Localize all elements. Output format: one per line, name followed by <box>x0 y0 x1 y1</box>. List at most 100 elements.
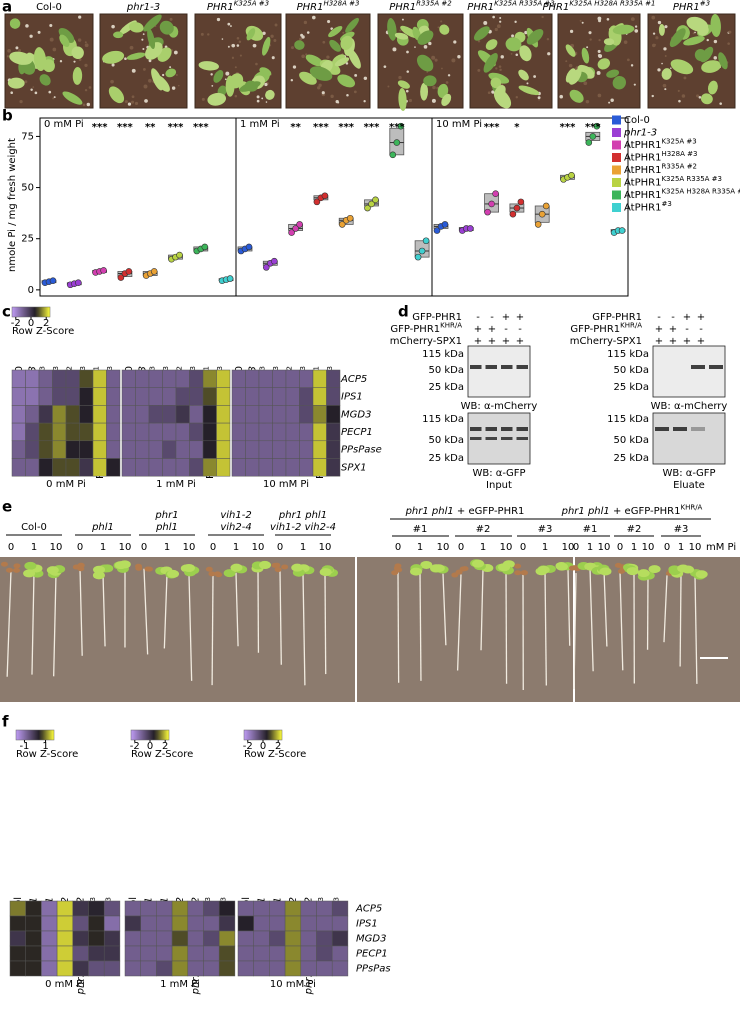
rosette-leaf <box>718 52 728 70</box>
soil-grain <box>406 50 409 54</box>
soil-grain <box>437 26 440 29</box>
key-tick-label: -2 <box>130 741 140 752</box>
heatmap-cell <box>216 387 231 406</box>
dose-label: 10 <box>183 542 196 553</box>
legend-label-sup: H328A #3 <box>661 150 697 158</box>
kda-label: 25 kDa <box>613 453 649 464</box>
soil-grain <box>131 68 136 73</box>
rosette-leaf <box>670 59 694 75</box>
heatmap-cell <box>218 900 236 917</box>
soil-grain <box>661 62 663 65</box>
legend-swatch <box>612 140 621 150</box>
y-tick-label: 0 <box>28 285 34 296</box>
heatmap-cell <box>237 960 254 977</box>
soil-grain <box>398 75 402 80</box>
rosette-leaf <box>309 66 333 81</box>
seedling-leaf <box>432 564 445 573</box>
soil-grain <box>569 29 574 33</box>
legend-label: AtPHR1#3 <box>624 200 672 214</box>
heatmap-cell <box>202 369 217 388</box>
soil-grain <box>84 43 89 48</box>
soil-grain <box>589 38 592 41</box>
rosette-leaf <box>340 35 353 50</box>
heatmap-cell <box>103 900 121 917</box>
significance: *** <box>117 122 133 133</box>
soil-grain <box>322 40 326 44</box>
root <box>79 568 83 656</box>
soil-grain <box>597 49 601 53</box>
seedling-leaf <box>24 561 37 570</box>
blot-band <box>673 427 687 431</box>
soil-grain <box>231 43 236 48</box>
heatmap-cell <box>9 915 26 932</box>
rosette-leaf <box>328 25 343 38</box>
soil-grain <box>236 44 240 47</box>
soil-grain <box>597 54 601 57</box>
root <box>573 573 577 690</box>
kda-label: 50 kDa <box>428 435 464 446</box>
heatmap-cell <box>162 422 177 442</box>
soil-grain <box>664 88 667 91</box>
dose-label: 1 <box>678 542 684 553</box>
data-point <box>585 139 593 146</box>
heatmap-cell <box>245 458 260 477</box>
rosette-leaf <box>102 50 125 64</box>
legend-swatch <box>612 153 621 162</box>
rosette-leaf <box>294 40 305 50</box>
heatmap-cell <box>25 915 42 932</box>
heatmap-cell <box>285 440 300 459</box>
soil-grain <box>541 15 544 19</box>
soil-grain <box>494 27 498 32</box>
heatmap-cell <box>88 945 105 962</box>
heatmap-cell <box>272 387 287 406</box>
soil-grain <box>48 90 52 94</box>
heatmap-cell <box>258 387 273 406</box>
data-point <box>368 200 375 208</box>
heatmap-cell <box>284 930 302 947</box>
heatmap-cell <box>25 900 42 917</box>
heatmap-cell <box>121 387 136 406</box>
seedling-leaf <box>13 563 21 569</box>
soil-grain <box>19 99 23 104</box>
soil-grain <box>201 97 205 101</box>
data-point <box>226 275 234 282</box>
rosette-leaf <box>701 60 722 73</box>
blot-sign: + <box>683 336 691 347</box>
heatmap-cell <box>41 945 58 962</box>
soil-grain <box>683 76 687 80</box>
soil-grain <box>657 20 662 25</box>
soil-grain <box>387 85 390 88</box>
genotype-label: phr1 phl1 <box>278 510 327 521</box>
dose-label: 10 <box>500 542 513 553</box>
heatmap-cell <box>140 930 157 947</box>
wb-label: WB: α-mCherry <box>651 401 728 412</box>
data-point <box>364 204 371 212</box>
heatmap-cell <box>189 387 204 406</box>
soil-grain <box>579 19 582 22</box>
root <box>419 571 422 681</box>
heatmap-cell <box>326 405 341 424</box>
facet-label: 0 mM Pi <box>44 119 84 130</box>
construct-label: phr1 phl1 + eGFP-PHR1 <box>405 506 525 517</box>
soil-grain <box>597 16 602 21</box>
significance: *** <box>364 122 380 133</box>
rosette-leaf <box>707 80 718 95</box>
soil-grain <box>581 21 584 24</box>
rosette-leaf <box>519 45 532 62</box>
kda-label: 115 kDa <box>422 349 464 360</box>
data-point <box>538 210 546 218</box>
soil-grain <box>224 78 227 81</box>
heatmap-cell <box>65 440 80 459</box>
soil-grain <box>142 67 146 71</box>
legend-label: Col-0 <box>624 115 650 126</box>
heatmap-cell <box>272 458 287 477</box>
soil-grain <box>706 38 709 42</box>
heatmap-cell <box>300 915 317 932</box>
root <box>694 575 698 684</box>
rosette-leaf <box>581 47 590 64</box>
soil-grain <box>399 29 402 32</box>
blot-band <box>516 427 528 431</box>
heatmap-cell <box>9 960 26 977</box>
blot-sign: + <box>516 336 524 347</box>
legend-swatch <box>612 115 621 125</box>
